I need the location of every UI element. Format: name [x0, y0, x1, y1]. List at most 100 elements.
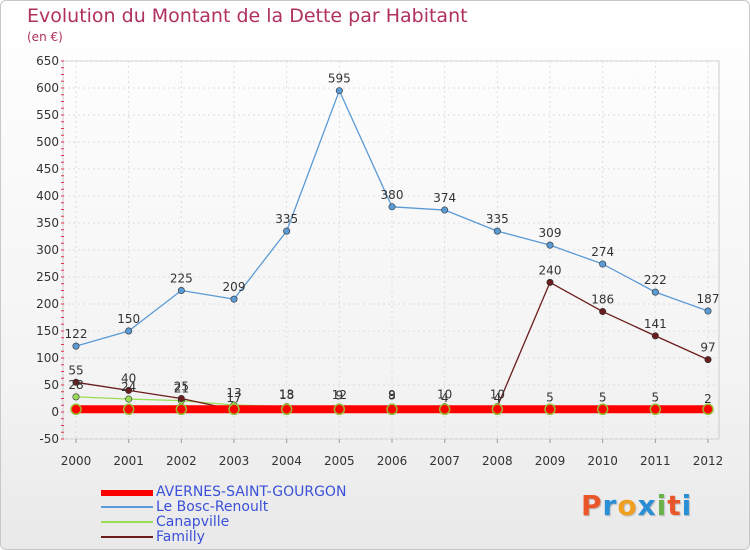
data-point — [335, 87, 343, 95]
data-label: 209 — [223, 280, 246, 294]
data-point — [704, 307, 712, 315]
data-point — [333, 403, 346, 416]
y-tick-label: 150 — [36, 324, 59, 338]
legend-swatch-bosc — [101, 506, 153, 508]
data-point — [441, 206, 449, 214]
data-label: 97 — [700, 341, 715, 355]
x-tick-label: 2009 — [535, 454, 566, 468]
data-point — [72, 393, 80, 401]
y-tick-label: 250 — [36, 270, 59, 284]
data-point — [493, 227, 501, 235]
legend-swatch-canapville — [101, 521, 153, 523]
data-label: 17 — [226, 391, 241, 405]
x-tick-label: 2000 — [61, 454, 92, 468]
data-label: 5 — [599, 390, 607, 404]
data-point — [177, 394, 185, 402]
data-point — [70, 403, 82, 416]
data-label: 2 — [704, 392, 712, 406]
data-point — [283, 227, 291, 235]
data-point — [649, 403, 662, 416]
data-label: 25 — [174, 380, 189, 394]
y-tick-label: -50 — [39, 432, 59, 446]
data-label: 13 — [279, 388, 294, 402]
data-label: 380 — [381, 188, 404, 202]
y-tick-label: 100 — [36, 351, 59, 365]
x-tick-label: 2010 — [587, 454, 618, 468]
logo-letter: i — [656, 489, 668, 522]
x-tick-label: 2006 — [377, 454, 408, 468]
data-label: 225 — [170, 272, 193, 286]
data-label: 374 — [433, 191, 456, 205]
data-point — [125, 327, 133, 335]
x-tick-label: 2012 — [693, 454, 724, 468]
data-label: 595 — [328, 72, 351, 86]
data-label: 55 — [68, 363, 83, 377]
data-label: 150 — [117, 312, 140, 326]
data-label: 24 — [121, 380, 136, 394]
data-point — [386, 403, 398, 416]
data-label: 21 — [174, 382, 189, 396]
x-tick-label: 2005 — [324, 454, 355, 468]
data-label: 5 — [546, 390, 554, 404]
logo-letter: P — [581, 489, 603, 522]
data-point — [438, 403, 451, 416]
y-tick-label: 500 — [36, 135, 59, 149]
data-label: 222 — [644, 273, 667, 287]
data-point — [280, 403, 293, 416]
logo-letter: i — [681, 489, 693, 522]
data-point — [599, 308, 607, 316]
data-label: 309 — [539, 226, 562, 240]
data-label: 40 — [121, 371, 136, 385]
y-tick-label: 600 — [36, 81, 59, 95]
x-tick-label: 2001 — [113, 454, 144, 468]
data-label: 240 — [539, 263, 562, 277]
y-tick-label: 300 — [36, 243, 59, 257]
legend-label-familly: Familly — [156, 529, 205, 545]
legend-label-avernes: AVERNES-SAINT-GOURGON — [156, 484, 347, 500]
y-tick-label: 0 — [51, 405, 59, 419]
x-tick-label: 2002 — [166, 454, 197, 468]
x-tick-label: 2011 — [640, 454, 671, 468]
y-tick-label: 350 — [36, 216, 59, 230]
data-label: 5 — [652, 390, 660, 404]
x-tick-label: 2007 — [429, 454, 460, 468]
data-point — [175, 403, 188, 416]
data-point — [125, 395, 133, 403]
logo-letter: t — [667, 489, 682, 522]
legend-label-canapville: Canapville — [156, 514, 230, 530]
logo-letter: o — [617, 489, 638, 522]
logo-letter: x — [637, 489, 657, 522]
data-point — [125, 386, 133, 394]
data-label: 335 — [275, 212, 298, 226]
y-tick-label: 450 — [36, 162, 59, 176]
legend-label-bosc: Le Bosc-Renoult — [156, 499, 269, 515]
data-label: 18 — [279, 388, 294, 402]
data-label: 187 — [697, 292, 720, 306]
data-point — [228, 403, 240, 416]
data-point — [651, 332, 659, 340]
data-point — [72, 342, 80, 350]
data-label: 8 — [388, 389, 396, 403]
y-tick-label: 200 — [36, 297, 59, 311]
data-point — [596, 403, 609, 416]
data-point — [546, 278, 554, 286]
data-label: 274 — [591, 245, 614, 259]
data-label: 13 — [226, 386, 241, 400]
data-label: 10 — [490, 388, 505, 402]
data-point — [491, 403, 504, 416]
data-label: 10 — [437, 388, 452, 402]
proxiti-logo: Proxiti — [581, 489, 692, 522]
y-tick-label: 650 — [36, 54, 59, 68]
data-point — [599, 260, 607, 268]
chart-unit: (en €) — [27, 30, 63, 44]
data-label: 335 — [486, 212, 509, 226]
data-point — [72, 378, 80, 386]
data-point — [388, 203, 396, 211]
data-point — [544, 403, 556, 416]
legend-swatch-avernes — [101, 490, 153, 496]
data-label: 122 — [65, 327, 88, 341]
logo-letter: r — [602, 489, 618, 522]
y-tick-label: 550 — [36, 108, 59, 122]
data-label: 28 — [68, 378, 83, 392]
